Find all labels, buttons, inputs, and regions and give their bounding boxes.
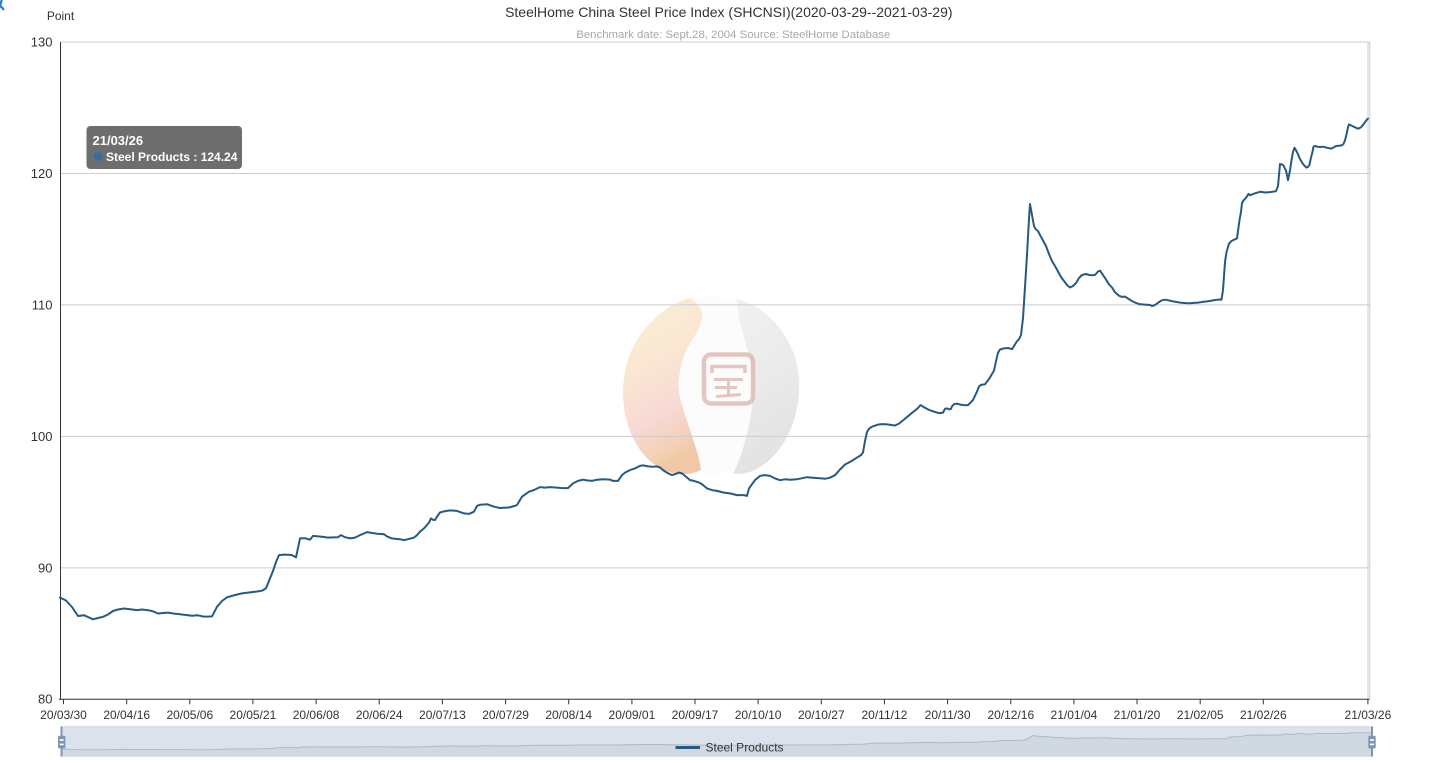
svg-text:20/11/30: 20/11/30 [925, 708, 971, 722]
svg-text:20/05/21: 20/05/21 [230, 708, 277, 722]
svg-text:Point: Point [47, 9, 75, 23]
svg-text:20/09/01: 20/09/01 [609, 708, 656, 722]
svg-text:20/05/06: 20/05/06 [166, 708, 213, 722]
svg-text:21/02/05: 21/02/05 [1177, 708, 1224, 722]
svg-text:20/06/08: 20/06/08 [293, 708, 340, 722]
svg-text:20/07/13: 20/07/13 [419, 708, 466, 722]
svg-text:Benchmark date: Sept.28, 2004: Benchmark date: Sept.28, 2004 Source: St… [576, 29, 890, 41]
svg-text:120: 120 [31, 166, 53, 181]
svg-text:20/11/12: 20/11/12 [861, 708, 907, 722]
svg-text:20/10/10: 20/10/10 [735, 708, 782, 722]
svg-text:100: 100 [31, 429, 53, 444]
svg-text:Steel Products : 124.24: Steel Products : 124.24 [106, 150, 238, 164]
svg-text:20/04/16: 20/04/16 [103, 708, 150, 722]
svg-text:20/06/24: 20/06/24 [356, 708, 403, 722]
svg-text:110: 110 [32, 297, 53, 312]
svg-text:21/02/26: 21/02/26 [1240, 708, 1287, 722]
svg-text:20/09/17: 20/09/17 [672, 708, 719, 722]
svg-text:21/03/26: 21/03/26 [93, 133, 144, 148]
svg-text:20/07/29: 20/07/29 [482, 708, 529, 722]
svg-text:21/03/26: 21/03/26 [1345, 708, 1392, 722]
svg-text:20/12/16: 20/12/16 [987, 708, 1034, 722]
svg-text:20/10/27: 20/10/27 [798, 708, 845, 722]
svg-text:80: 80 [38, 692, 52, 707]
svg-text:130: 130 [31, 34, 53, 49]
svg-text:21/01/20: 21/01/20 [1114, 708, 1161, 722]
svg-text:21/01/04: 21/01/04 [1051, 708, 1098, 722]
svg-text:Steel Products: Steel Products [706, 741, 784, 755]
svg-text:SteelHome China Steel Price In: SteelHome China Steel Price Index (SHCNS… [505, 4, 952, 20]
svg-text:90: 90 [38, 560, 52, 575]
svg-text:20/03/30: 20/03/30 [40, 708, 87, 722]
svg-text:20/08/14: 20/08/14 [545, 708, 592, 722]
